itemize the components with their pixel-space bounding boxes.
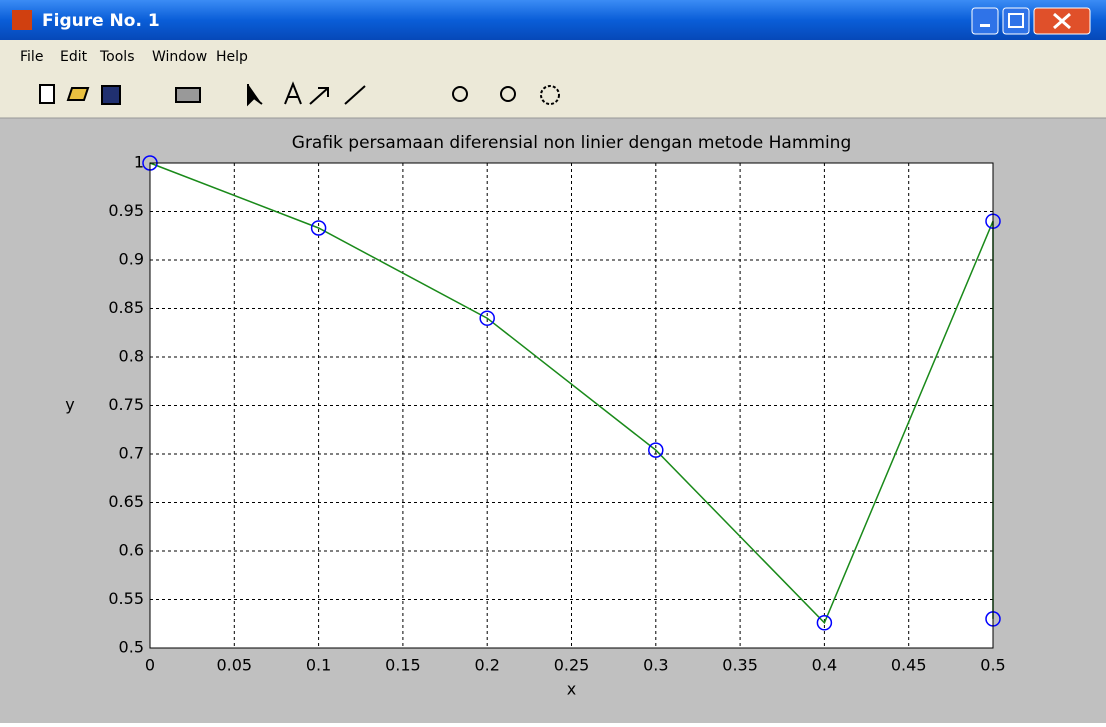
open-icon[interactable] (68, 88, 88, 100)
x-tick-label: 0.15 (385, 656, 421, 675)
y-tick-label: 0.75 (108, 395, 144, 414)
maximize-button[interactable] (1003, 8, 1029, 34)
menu-item[interactable]: File (20, 49, 43, 65)
x-tick-label: 0.05 (216, 656, 252, 675)
minimize-button[interactable] (972, 8, 998, 34)
x-tick-label: 0.5 (980, 656, 1005, 675)
app-icon (12, 10, 32, 30)
minimize-icon (980, 24, 990, 27)
y-tick-label: 0.5 (119, 638, 144, 657)
title-bar (0, 0, 1106, 40)
print-icon[interactable] (176, 88, 200, 102)
y-tick-label: 0.55 (108, 589, 144, 608)
window-title: Figure No. 1 (42, 11, 160, 31)
y-tick-label: 0.9 (119, 250, 144, 269)
y-axis-label: y (65, 395, 74, 414)
menu-item[interactable]: Help (216, 49, 248, 65)
x-tick-label: 0.45 (891, 656, 927, 675)
x-tick-label: 0.1 (306, 656, 331, 675)
y-tick-label: 0.65 (108, 492, 144, 511)
y-tick-label: 0.85 (108, 298, 144, 317)
x-tick-label: 0 (145, 656, 155, 675)
x-tick-label: 0.3 (643, 656, 668, 675)
menu-item[interactable]: Edit (60, 49, 88, 65)
x-tick-label: 0.2 (474, 656, 499, 675)
y-tick-label: 0.6 (119, 541, 144, 560)
x-axis-label: x (567, 680, 576, 699)
x-tick-label: 0.35 (722, 656, 758, 675)
x-tick-label: 0.25 (554, 656, 590, 675)
menu-item[interactable]: Window (152, 49, 207, 65)
x-tick-label: 0.4 (812, 656, 837, 675)
toolbar (0, 70, 1106, 118)
save-icon[interactable] (102, 86, 120, 104)
y-tick-label: 0.95 (108, 201, 144, 220)
figure-window: Figure No. 1 File Edit Tools Window Help Gra… (0, 0, 1106, 723)
chart-title: Grafik persamaan diferensial non linier … (292, 133, 851, 153)
new-icon[interactable] (40, 85, 54, 103)
y-tick-label: 0.8 (119, 347, 144, 366)
y-tick-label: 0.7 (119, 444, 144, 463)
menu-item[interactable]: Tools (99, 49, 135, 65)
